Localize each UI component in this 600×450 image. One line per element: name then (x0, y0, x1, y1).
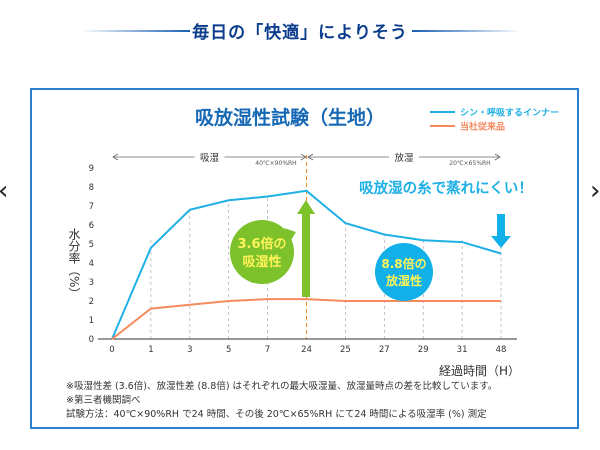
x-tick-label: 3 (187, 345, 192, 355)
x-tick-label: 7 (265, 345, 270, 355)
up-arrow-icon (297, 200, 315, 297)
headline-annotation: 吸放湿の糸で蒸れにくい！ (359, 179, 533, 197)
y-tick-label: 8 (89, 183, 94, 193)
bubble-tail (284, 228, 296, 242)
y-tick-label: 6 (89, 221, 94, 231)
absorb-bubble-text: 吸湿性 (242, 254, 281, 270)
phase-condition: 20℃×65%RH (449, 160, 490, 167)
phase-condition: 40℃×90%RH (255, 160, 296, 167)
legend-label: 当社従来品 (460, 121, 505, 133)
phase-label: 吸湿 (200, 153, 220, 164)
chevron-right-icon[interactable]: › (590, 176, 600, 206)
chevron-left-icon[interactable]: ‹ (0, 176, 8, 206)
footnote: ※第三者機関調べ (66, 395, 141, 406)
y-tick-label: 3 (89, 278, 94, 288)
phase-label-bg (194, 150, 225, 164)
x-tick-label: 5 (226, 345, 231, 355)
x-tick-label: 27 (379, 345, 390, 355)
phase-label: 放湿 (394, 152, 414, 164)
header-line-left (80, 30, 190, 32)
x-axis-label: 経過時間（H） (439, 364, 520, 378)
x-tick-label: 24 (301, 345, 312, 355)
y-tick-label: 1 (89, 316, 94, 326)
x-tick-label: 1 (148, 345, 153, 355)
phase-arrowhead-icon (307, 153, 501, 161)
x-tick-label: 25 (340, 345, 351, 355)
chart-title: 吸放湿性試験（生地） (195, 106, 385, 129)
y-tick-label: 0 (89, 335, 94, 345)
release-bubble-text: 8.8倍の (381, 256, 426, 271)
y-tick-label: 5 (89, 240, 94, 250)
absorb-bubble-text: 3.6倍の (237, 236, 286, 252)
header-line-right (412, 30, 522, 32)
footnote: ※吸湿性差 (3.6倍)、放湿性差 (8.8倍) はそれぞれの最大吸湿量、放湿量… (66, 381, 498, 392)
release-bubble-text: 放湿性 (385, 273, 422, 288)
x-tick-label: 29 (418, 345, 429, 355)
y-tick-label: 4 (89, 259, 94, 269)
x-tick-label: 48 (496, 345, 507, 355)
absorb-bubble (230, 220, 294, 284)
legend-label: シン・呼吸するインナー (460, 107, 559, 119)
release-bubble (375, 243, 433, 301)
y-axis-label: 水分率（%） (67, 228, 81, 300)
y-tick-label: 2 (89, 297, 94, 307)
down-arrow-icon (491, 214, 511, 248)
x-tick-label: 0 (109, 345, 114, 355)
x-tick-label: 31 (457, 345, 468, 355)
phase-label-bg (389, 150, 419, 164)
test-method: 試験方法：40℃×90%RH で24 時間、その後 20℃×65%RH にて24… (66, 409, 487, 420)
y-tick-label: 7 (89, 202, 94, 212)
y-tick-label: 9 (89, 164, 94, 174)
chart-frame (30, 88, 579, 429)
section-title: 毎日の「快適」によりそう (192, 23, 408, 43)
